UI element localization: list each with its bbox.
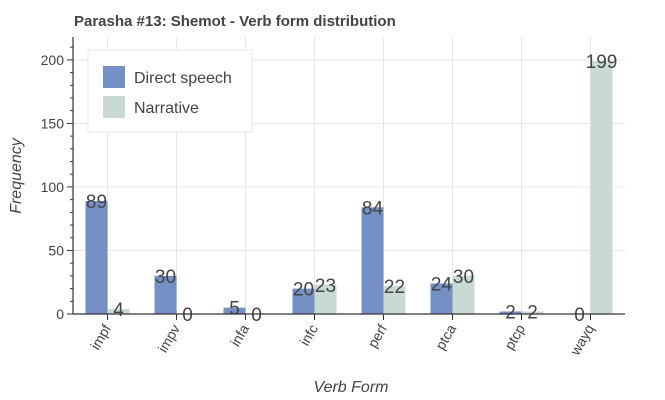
data-label: 30	[155, 267, 176, 288]
y-tick-labels: 0 50 100 150 200	[41, 52, 65, 322]
x-tick-label: impf	[87, 321, 114, 352]
x-tick-label: infa	[227, 321, 252, 349]
data-label: 2	[505, 302, 516, 323]
legend-swatch	[103, 66, 125, 88]
bar-narrative-infc	[314, 284, 337, 314]
data-label: 0	[574, 305, 585, 326]
data-label: 30	[453, 267, 474, 288]
legend: Direct speech Narrative	[87, 49, 253, 133]
bar-narrative-wayq	[590, 61, 613, 315]
bar-direct-speech-infc	[292, 288, 315, 314]
data-label: 5	[229, 299, 240, 320]
x-tick-label: wayq	[566, 322, 597, 359]
legend-label: Direct speech	[134, 70, 232, 87]
data-label: 20	[293, 280, 314, 301]
y-tick-label: 150	[41, 115, 65, 131]
x-tick-label: infc	[296, 322, 321, 349]
data-label: 89	[86, 192, 107, 213]
bar-direct-speech-impv	[154, 275, 177, 314]
legend-swatch	[103, 96, 125, 118]
x-tick-label: perf	[364, 321, 390, 350]
bars	[85, 61, 613, 315]
bar-narrative-ptcp	[521, 311, 544, 314]
data-label: 4	[113, 300, 124, 321]
data-label: 84	[362, 198, 384, 219]
bar-direct-speech-ptcp	[499, 311, 522, 314]
bar-direct-speech-perf	[361, 207, 384, 314]
axes	[67, 37, 625, 320]
y-axis-label: Frequency	[8, 137, 25, 214]
x-tick-label: impv	[154, 322, 183, 356]
bar-direct-speech-ptca	[430, 283, 453, 314]
x-axis-label: Verb Form	[314, 379, 389, 396]
bar-direct-speech-impf	[85, 200, 108, 314]
data-label: 0	[251, 305, 262, 326]
legend-label: Narrative	[134, 100, 199, 117]
data-label: 199	[586, 52, 618, 73]
data-label: 22	[384, 277, 405, 298]
y-tick-label: 0	[56, 306, 64, 322]
x-tick-label: ptcp	[501, 321, 528, 352]
y-tick-label: 100	[41, 179, 65, 195]
bar-narrative-ptca	[452, 275, 475, 314]
data-label: 24	[431, 275, 453, 296]
data-label: 0	[182, 305, 193, 326]
bar-direct-speech-infa	[223, 307, 246, 314]
y-tick-label: 50	[48, 242, 64, 258]
data-label: 2	[527, 302, 538, 323]
bar-narrative-perf	[383, 286, 406, 314]
legend-box	[87, 49, 253, 133]
chart-title: Parasha #13: Shemot - Verb form distribu…	[74, 13, 396, 30]
data-label: 23	[315, 276, 336, 297]
x-tick-label: ptca	[432, 321, 459, 352]
bar-narrative-impf	[107, 308, 130, 314]
x-tick-labels: impf impv infa infc perf ptca ptcp wayq	[87, 321, 597, 358]
y-tick-label: 200	[41, 52, 65, 68]
